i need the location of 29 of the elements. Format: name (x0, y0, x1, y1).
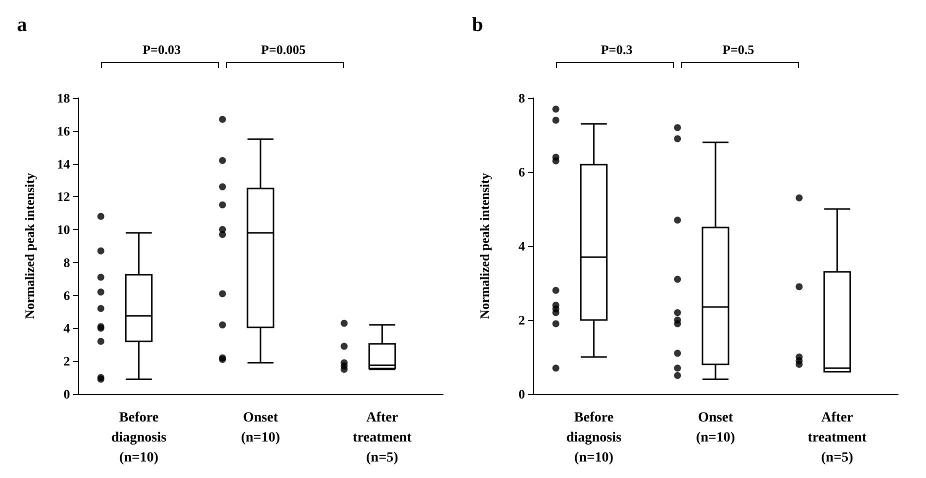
text: P=0.5 (722, 42, 756, 58)
chart-title: b (472, 14, 484, 36)
y-axis-title: Normalized peak intensity (477, 172, 492, 319)
text: P=0.3 (600, 42, 634, 58)
y-tick-label: 6 (64, 288, 70, 303)
y-tick-label: 18 (57, 90, 70, 106)
y-tick-label: 10 (57, 222, 70, 238)
y-tick-label: 16 (57, 123, 70, 138)
x-tick-label: Onset (n=10) (240, 410, 280, 446)
x-tick-label: Before diagnosis (n=10) (566, 410, 622, 466)
y-tick-label: 2 (518, 312, 525, 328)
y-tick-label: 2 (64, 354, 70, 369)
y-tick-label: 4 (64, 320, 70, 336)
x-tick-label: Before diagnosis (n=10) (111, 410, 168, 466)
y-axis-title: Normalized peak intensity (22, 172, 37, 319)
y-tick-label: 12 (57, 189, 70, 204)
x-tick-label: After treatment (n=5) (352, 410, 412, 466)
y-tick-label: 0 (518, 386, 525, 402)
y-tick-label: 0 (64, 386, 70, 402)
y-tick-label: 6 (518, 164, 526, 180)
chart-title: a (17, 14, 27, 36)
x-tick-label: Onset (n=10) (696, 410, 736, 446)
x-tick-label: After treatment (n=5) (808, 410, 867, 466)
y-tick-label: 8 (518, 90, 526, 106)
text: P=0.005 (260, 42, 307, 58)
y-tick-label: 14 (57, 156, 70, 172)
y-tick-label: 8 (64, 254, 70, 270)
text: P=0.03 (142, 42, 182, 58)
y-tick-label: 4 (518, 238, 526, 254)
